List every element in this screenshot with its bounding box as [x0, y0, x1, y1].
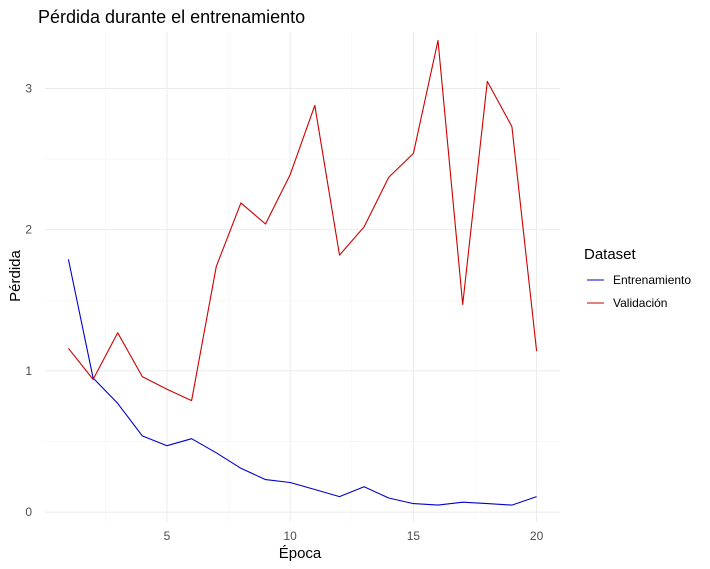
legend-label: Validación	[613, 296, 667, 310]
y-tick-label: 3	[25, 81, 32, 95]
y-axis-title: Pérdida	[7, 249, 24, 301]
legend-title: Dataset	[584, 246, 637, 263]
legend-label: Entrenamiento	[613, 273, 691, 287]
plot-lines	[67, 39, 538, 506]
x-tick-label: 15	[407, 529, 421, 543]
x-tick-label: 5	[164, 529, 171, 543]
x-axis-title: Época	[279, 545, 322, 562]
x-tick-label: 20	[530, 529, 544, 543]
y-axis-ticks: 0 1 2 3	[25, 81, 32, 519]
y-tick-label: 0	[25, 505, 32, 519]
y-tick-label: 2	[25, 223, 32, 237]
series-line-entrenamiento	[67, 259, 537, 506]
y-tick-label: 1	[25, 364, 32, 378]
plot-grid	[45, 32, 560, 522]
chart-title: Pérdida durante el entrenamiento	[38, 7, 305, 27]
x-tick-label: 10	[283, 529, 297, 543]
series-line-validacion	[67, 39, 538, 402]
legend: Dataset Entrenamiento Validación	[584, 246, 691, 310]
x-axis-ticks: 5 10 15 20	[164, 529, 544, 543]
